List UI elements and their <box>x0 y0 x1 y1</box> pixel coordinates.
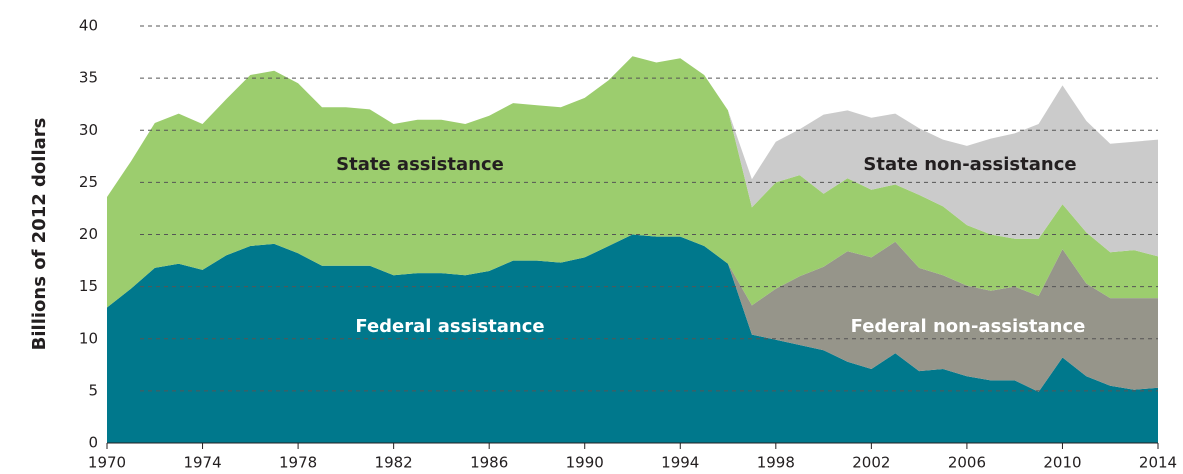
x-tick-label: 1994 <box>661 454 699 472</box>
area-label: State assistance <box>336 154 504 175</box>
x-tick-label: 1990 <box>566 454 604 472</box>
area <box>107 56 1158 308</box>
y-tick-label: 35 <box>79 69 98 87</box>
y-tick-label: 40 <box>79 17 98 35</box>
y-tick-label: 5 <box>88 381 98 399</box>
x-tick-label: 1978 <box>279 454 317 472</box>
area-label: State non-assistance <box>863 154 1076 175</box>
x-tick-label: 2014 <box>1139 454 1177 472</box>
y-tick-label: 0 <box>88 434 98 452</box>
area <box>728 85 1158 257</box>
area <box>728 241 1158 392</box>
y-tick-label: 10 <box>79 329 98 347</box>
y-tick-label: 30 <box>79 121 98 139</box>
x-tick-label: 2002 <box>852 454 890 472</box>
y-tick-label: 15 <box>79 277 98 295</box>
y-tick-label: 25 <box>79 173 98 191</box>
x-tick-label: 1974 <box>183 454 221 472</box>
x-tick-label: 2010 <box>1043 454 1081 472</box>
x-tick-label: 1982 <box>375 454 413 472</box>
y-axis-label: Billions of 2012 dollars <box>29 118 50 351</box>
x-tick-label: 1970 <box>88 454 126 472</box>
x-tick-label: 1986 <box>470 454 508 472</box>
x-tick-label: 2006 <box>948 454 986 472</box>
x-tick-label: 1998 <box>757 454 795 472</box>
area-label: Federal non-assistance <box>851 316 1086 337</box>
y-tick-label: 20 <box>79 225 98 243</box>
area-label: Federal assistance <box>355 316 544 337</box>
